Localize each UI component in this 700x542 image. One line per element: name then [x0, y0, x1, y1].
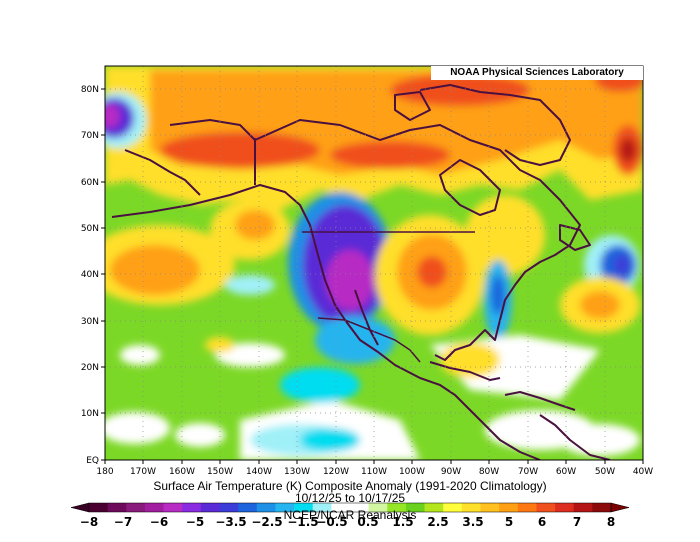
colorbar-swatch [387, 503, 407, 512]
colorbar-label: 6 [538, 515, 546, 529]
colorbar-swatch [424, 503, 444, 512]
colorbar-swatch [368, 503, 388, 512]
colorbar-label: 8 [607, 515, 615, 529]
source-note: NCEP/NCAR Reanalysis [283, 508, 417, 522]
colorbar-swatch [592, 503, 612, 512]
colorbar-swatch [461, 503, 481, 512]
colorbar [70, 502, 630, 513]
colorbar-label: −3.5 [215, 515, 246, 529]
lon-label: 80W [479, 467, 499, 477]
colorbar-label: 1.5 [392, 515, 413, 529]
colorbar-label: −2.5 [251, 515, 282, 529]
lon-label: 140W [246, 467, 272, 477]
longitude-axis [104, 460, 644, 464]
colorbar-label: −6 [150, 515, 168, 529]
lon-label: 50W [595, 467, 615, 477]
colorbar-label: −0.5 [316, 515, 347, 529]
colorbar-swatch [536, 503, 556, 512]
colorbar-label: −5 [186, 515, 204, 529]
colorbar-label: 2.5 [427, 515, 448, 529]
lat-label: EQ [86, 456, 99, 466]
map-title: Surface Air Temperature (K) Composite An… [153, 479, 547, 493]
colorbar-label: 0.5 [357, 515, 378, 529]
lon-label: 60W [556, 467, 576, 477]
colorbar-label: −7 [114, 515, 132, 529]
lon-label: 160W [169, 467, 195, 477]
lon-label: 150W [207, 467, 233, 477]
colorbar-swatch [517, 503, 537, 512]
lat-label: 80N [81, 85, 99, 95]
colorbar-swatch [312, 503, 332, 512]
colorbar-swatch [163, 503, 183, 512]
colorbar-label: −1.5 [287, 515, 318, 529]
colorbar-label: −8 [80, 515, 98, 529]
lon-label: 40W [633, 467, 653, 477]
lat-label: 30N [81, 317, 99, 327]
latitude-axis [101, 88, 105, 461]
lon-label: 100W [399, 467, 425, 477]
colorbar-swatch [126, 503, 146, 512]
colorbar-label: 3.5 [462, 515, 483, 529]
date-range: 10/12/25 to 10/17/25 [294, 491, 406, 505]
colorbar-label: 7 [573, 515, 581, 529]
colorbar-swatch [405, 503, 425, 512]
lon-label: 90W [441, 467, 461, 477]
colorbar-swatch [200, 503, 220, 512]
colorbar-swatch [331, 503, 351, 512]
political-borders [254, 138, 475, 363]
colorbar-swatch [555, 503, 575, 512]
graticule [105, 66, 643, 460]
colorbar-swatch [443, 503, 463, 512]
lat-label: 40N [81, 270, 99, 280]
lat-label: 50N [81, 224, 99, 234]
colorbar-swatch [219, 503, 239, 512]
lon-label: 180 [96, 467, 113, 477]
colorbar-swatch [480, 503, 500, 512]
anomaly-field [105, 66, 643, 460]
colorbar-swatch [89, 503, 109, 512]
colorbar-swatch [182, 503, 202, 512]
lon-label: 70W [518, 467, 538, 477]
colorbar-swatch [144, 503, 164, 512]
colorbar-swatch [499, 503, 519, 512]
lon-label: 130W [284, 467, 310, 477]
colorbar-swatch [107, 503, 127, 512]
colorbar-swatch [350, 503, 370, 512]
lat-label: 20N [81, 363, 99, 373]
colorbar-swatch [256, 503, 276, 512]
lon-label: 170W [130, 467, 156, 477]
lat-label: 70N [81, 131, 99, 141]
lon-label: 110W [361, 467, 387, 477]
lat-label: 10N [81, 409, 99, 419]
colorbar-label: 5 [505, 515, 513, 529]
colorbar-frame [88, 502, 612, 513]
colorbar-swatch [238, 503, 258, 512]
lon-label: 120W [323, 467, 349, 477]
colorbar-swatch [294, 503, 314, 512]
psl-watermark: NOAA Physical Sciences Laboratory [431, 66, 643, 80]
lat-label: 60N [81, 178, 99, 188]
colorbar-swatch [573, 503, 593, 512]
colorbar-swatch [275, 503, 295, 512]
